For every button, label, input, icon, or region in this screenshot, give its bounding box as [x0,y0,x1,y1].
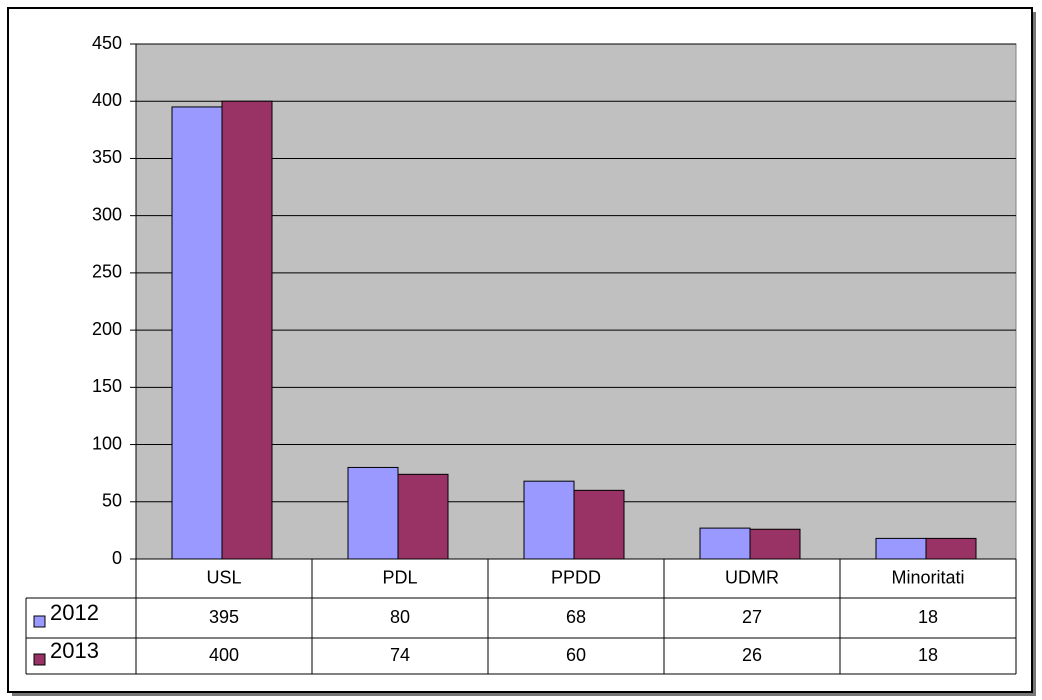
y-tick-label: 400 [92,90,122,110]
table-value: 400 [209,645,239,665]
legend-label: 2012 [50,600,99,625]
legend-label: 2013 [50,638,99,663]
bar [221,100,273,560]
table-value: 74 [390,645,410,665]
table-value: 26 [742,645,762,665]
table-value: 60 [566,645,586,665]
y-tick-label: 450 [92,33,122,53]
y-tick-label: 50 [102,491,122,511]
table-value: 27 [742,607,762,627]
category-label: PDL [382,567,417,587]
bar [573,489,625,560]
bar [699,527,751,560]
category-label: USL [206,567,241,587]
table-value: 395 [209,607,239,627]
y-tick-label: 100 [92,433,122,453]
y-tick-label: 250 [92,262,122,282]
y-tick-label: 200 [92,319,122,339]
y-tick-label: 0 [112,548,122,568]
bar [875,537,927,560]
y-tick-label: 300 [92,204,122,224]
table-value: 80 [390,607,410,627]
bar [523,480,575,560]
bar [925,537,977,560]
y-tick-label: 150 [92,376,122,396]
category-label: PPDD [551,567,601,587]
bar [397,473,449,560]
table-value: 18 [918,645,938,665]
y-tick-label: 350 [92,147,122,167]
bar [171,106,223,560]
table-value: 68 [566,607,586,627]
bar [347,466,399,560]
category-label: Minoritati [891,567,964,587]
category-label: UDMR [725,567,779,587]
table-value: 18 [918,607,938,627]
legend-swatch [33,653,46,666]
legend-swatch [33,615,46,628]
bar [749,528,801,560]
